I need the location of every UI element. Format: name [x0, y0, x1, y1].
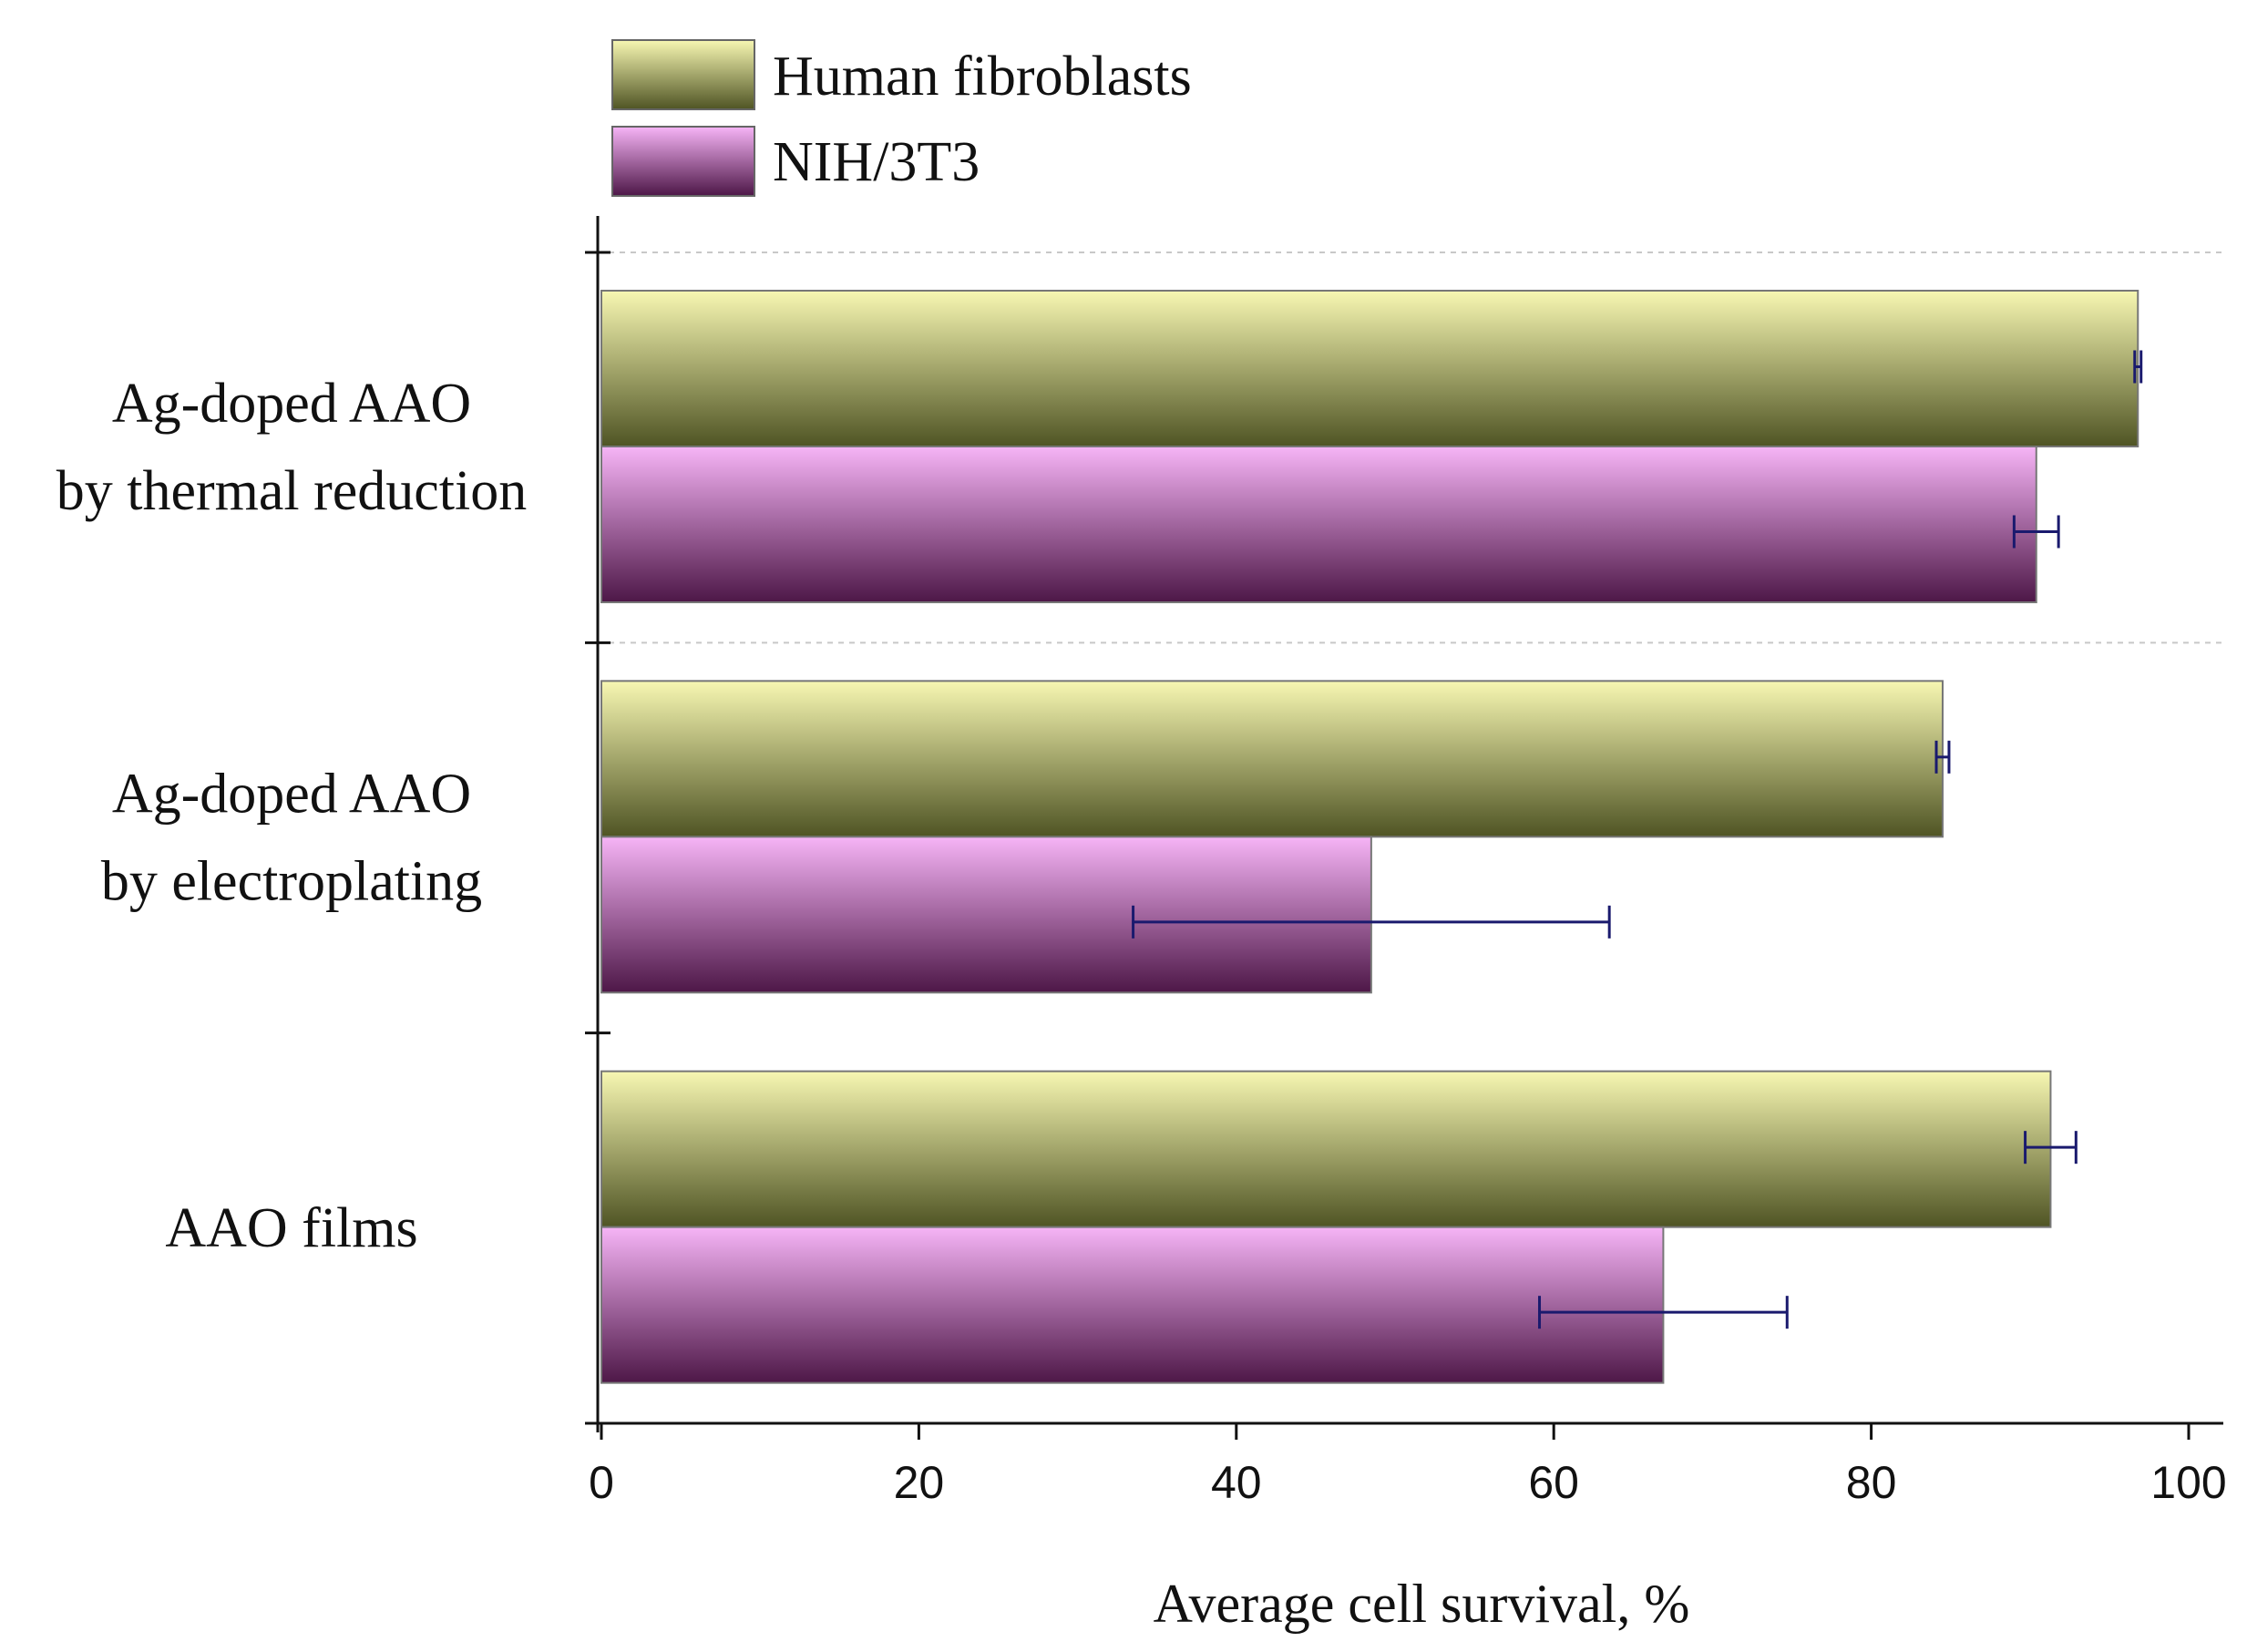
legend-swatch-human-fibroblasts — [611, 39, 755, 110]
error-bars-layer — [1132, 350, 2143, 1329]
legend-swatch-nih3t3 — [611, 126, 755, 197]
x-tick-label-20: 20 — [894, 1457, 945, 1508]
x-tick-label-60: 60 — [1528, 1457, 1579, 1508]
legend-label-nih3t3: NIH/3T3 — [773, 131, 980, 193]
category-labels-layer: Ag-doped AAO by thermal reduction Ag-doped… — [56, 373, 528, 1259]
category-label-1: Ag-doped AAO by electroplating — [101, 764, 482, 913]
x-axis-title: Average cell survival, % — [1154, 1574, 1690, 1634]
error-bar-nih3t3-1 — [1132, 905, 1611, 939]
bar-human-fibroblasts-1 — [600, 680, 1944, 838]
axes-layer: 0 20 40 60 80 100 — [585, 216, 2227, 1508]
bar-human-fibroblasts-0 — [600, 290, 2139, 447]
bars-layer — [600, 290, 2139, 1384]
x-tick-label-80: 80 — [1846, 1457, 1897, 1508]
error-bar-human-fibroblasts-1 — [1934, 740, 1951, 774]
category-label-2: AAO films — [165, 1197, 417, 1259]
bar-nih3t3-2 — [600, 1226, 1665, 1384]
x-tick-label-100: 100 — [2150, 1457, 2226, 1508]
x-tick-label-40: 40 — [1211, 1457, 1262, 1508]
x-tick-label-0: 0 — [589, 1457, 614, 1508]
error-bar-nih3t3-0 — [2012, 515, 2060, 549]
error-bar-human-fibroblasts-0 — [2133, 350, 2143, 384]
error-bar-human-fibroblasts-2 — [2024, 1131, 2078, 1165]
grid-layer — [598, 251, 2223, 644]
legend: Human fibroblasts NIH/3T3 — [611, 39, 1192, 197]
bar-nih3t3-1 — [600, 836, 1372, 994]
bar-human-fibroblasts-2 — [600, 1070, 2052, 1228]
bar-nih3t3-0 — [600, 446, 2037, 603]
error-bar-nih3t3-2 — [1538, 1296, 1789, 1329]
legend-label-human-fibroblasts: Human fibroblasts — [773, 46, 1192, 108]
category-label-0: Ag-doped AAO by thermal reduction — [56, 373, 528, 522]
